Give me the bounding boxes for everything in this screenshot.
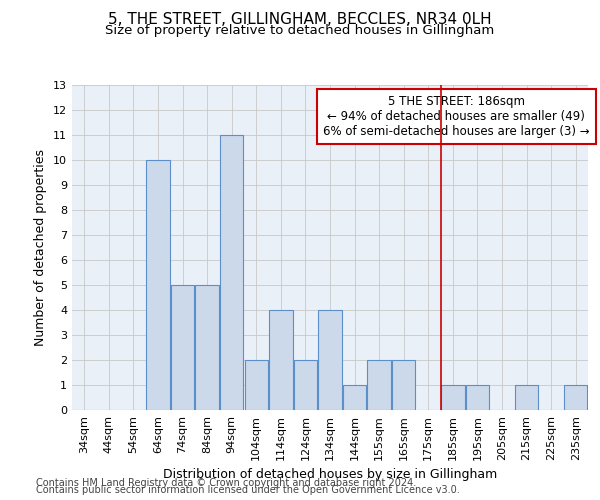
Text: Contains public sector information licensed under the Open Government Licence v3: Contains public sector information licen… xyxy=(36,485,460,495)
Bar xyxy=(367,360,391,410)
X-axis label: Distribution of detached houses by size in Gillingham: Distribution of detached houses by size … xyxy=(163,468,497,481)
Bar xyxy=(245,360,268,410)
Bar xyxy=(319,310,341,410)
Bar xyxy=(392,360,415,410)
Bar xyxy=(441,385,464,410)
Bar xyxy=(564,385,587,410)
Text: Size of property relative to detached houses in Gillingham: Size of property relative to detached ho… xyxy=(106,24,494,37)
Bar xyxy=(146,160,170,410)
Bar xyxy=(466,385,489,410)
Y-axis label: Number of detached properties: Number of detached properties xyxy=(34,149,47,346)
Text: 5 THE STREET: 186sqm
← 94% of detached houses are smaller (49)
6% of semi-detach: 5 THE STREET: 186sqm ← 94% of detached h… xyxy=(323,94,590,138)
Bar xyxy=(220,135,244,410)
Bar xyxy=(294,360,317,410)
Text: 5, THE STREET, GILLINGHAM, BECCLES, NR34 0LH: 5, THE STREET, GILLINGHAM, BECCLES, NR34… xyxy=(108,12,492,28)
Bar xyxy=(343,385,366,410)
Bar xyxy=(269,310,293,410)
Text: Contains HM Land Registry data © Crown copyright and database right 2024.: Contains HM Land Registry data © Crown c… xyxy=(36,478,416,488)
Bar xyxy=(171,285,194,410)
Bar xyxy=(196,285,219,410)
Bar xyxy=(515,385,538,410)
